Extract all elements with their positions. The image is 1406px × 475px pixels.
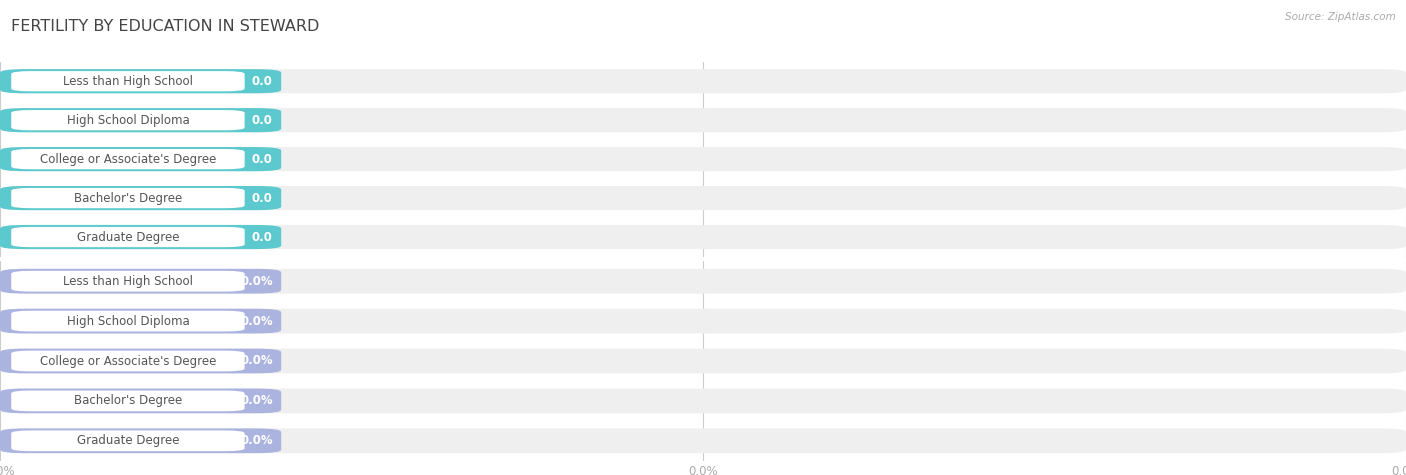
FancyBboxPatch shape <box>0 309 1406 333</box>
Text: 0.0: 0.0 <box>252 114 273 127</box>
Text: 0.0%: 0.0% <box>240 314 273 328</box>
FancyBboxPatch shape <box>0 147 281 171</box>
FancyBboxPatch shape <box>0 349 281 373</box>
FancyBboxPatch shape <box>0 186 281 210</box>
Text: High School Diploma: High School Diploma <box>66 314 190 328</box>
FancyBboxPatch shape <box>11 149 245 169</box>
FancyBboxPatch shape <box>0 225 281 249</box>
Text: 0.0%: 0.0% <box>240 434 273 447</box>
FancyBboxPatch shape <box>11 71 245 91</box>
Text: 0.0: 0.0 <box>252 230 273 244</box>
FancyBboxPatch shape <box>0 428 281 453</box>
Text: Bachelor's Degree: Bachelor's Degree <box>75 191 181 205</box>
FancyBboxPatch shape <box>11 311 245 332</box>
Text: Bachelor's Degree: Bachelor's Degree <box>75 394 181 408</box>
Text: 0.0%: 0.0% <box>240 275 273 288</box>
Text: 0.0%: 0.0% <box>240 394 273 408</box>
Text: High School Diploma: High School Diploma <box>66 114 190 127</box>
FancyBboxPatch shape <box>0 309 281 333</box>
FancyBboxPatch shape <box>0 69 281 93</box>
Text: 0.0%: 0.0% <box>240 354 273 368</box>
Text: Source: ZipAtlas.com: Source: ZipAtlas.com <box>1285 12 1396 22</box>
FancyBboxPatch shape <box>0 108 1406 132</box>
FancyBboxPatch shape <box>0 389 281 413</box>
FancyBboxPatch shape <box>0 269 281 294</box>
FancyBboxPatch shape <box>0 69 1406 93</box>
FancyBboxPatch shape <box>0 225 1406 249</box>
FancyBboxPatch shape <box>11 271 245 292</box>
FancyBboxPatch shape <box>11 430 245 451</box>
Text: Less than High School: Less than High School <box>63 275 193 288</box>
FancyBboxPatch shape <box>0 269 1406 294</box>
Text: 0.0: 0.0 <box>252 75 273 88</box>
Text: 0.0: 0.0 <box>252 191 273 205</box>
FancyBboxPatch shape <box>11 227 245 247</box>
Text: 0.0: 0.0 <box>252 152 273 166</box>
Text: College or Associate's Degree: College or Associate's Degree <box>39 152 217 166</box>
FancyBboxPatch shape <box>11 188 245 208</box>
FancyBboxPatch shape <box>11 110 245 130</box>
Text: Graduate Degree: Graduate Degree <box>77 230 179 244</box>
Text: FERTILITY BY EDUCATION IN STEWARD: FERTILITY BY EDUCATION IN STEWARD <box>11 19 319 34</box>
FancyBboxPatch shape <box>11 351 245 371</box>
Text: Less than High School: Less than High School <box>63 75 193 88</box>
FancyBboxPatch shape <box>0 147 1406 171</box>
FancyBboxPatch shape <box>0 186 1406 210</box>
FancyBboxPatch shape <box>11 390 245 411</box>
Text: Graduate Degree: Graduate Degree <box>77 434 179 447</box>
FancyBboxPatch shape <box>0 389 1406 413</box>
Text: College or Associate's Degree: College or Associate's Degree <box>39 354 217 368</box>
FancyBboxPatch shape <box>0 108 281 132</box>
FancyBboxPatch shape <box>0 428 1406 453</box>
FancyBboxPatch shape <box>0 349 1406 373</box>
